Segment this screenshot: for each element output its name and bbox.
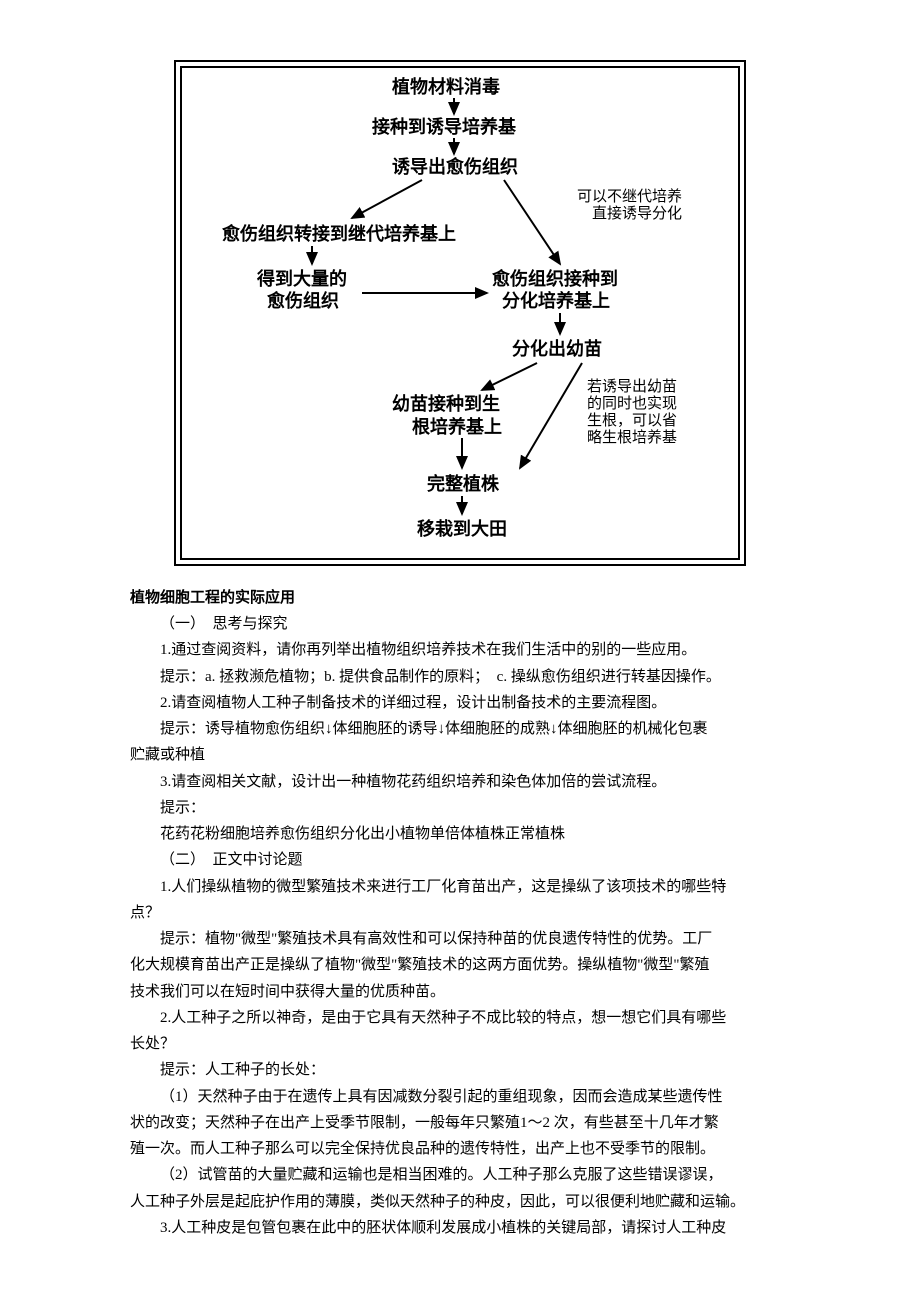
para-12c: 殖一次。而人工种子那么可以完全保持优良品种的遗传特性，出产上也不受季节的限制。 (130, 1136, 790, 1162)
para-10: 2.人工种子之所以神奇，是由于它具有天然种子不成比较的特点，想一想它们具有哪些 (130, 1005, 790, 1031)
para-7: 花药花粉细胞培养愈伤组织分化出小植物单倍体植株正常植株 (130, 821, 790, 847)
para-8: 1.人们操纵植物的微型繁殖技术来进行工厂化育苗出产，这是操纵了该项技术的哪些特 (130, 874, 790, 900)
para-13: （2）试管苗的大量贮藏和运输也是相当困难的。人工种子那么克服了这些错误谬误， (130, 1162, 790, 1188)
para-4: 提示：诱导植物愈伤组织↓体细胞胚的诱导↓体细胞胚的成熟↓体细胞胚的机械化包裹 (130, 716, 790, 742)
node-inoculate: 接种到诱导培养基 (372, 116, 516, 139)
para-11: 提示：人工种子的长处： (130, 1057, 790, 1083)
para-9c: 技术我们可以在短时间中获得大量的优质种苗。 (130, 979, 790, 1005)
node-root-medium-b: 根培养基上 (412, 416, 502, 439)
node-callus: 诱导出愈伤组织 (392, 156, 518, 179)
node-mass-callus-b: 愈伤组织 (267, 290, 339, 313)
para-14: 3.人工种皮是包管包裹在此中的胚状体顺利发展成小植株的关键局部，请探讨人工种皮 (130, 1215, 790, 1241)
node-subculture: 愈伤组织转接到继代培养基上 (222, 223, 456, 246)
node-whole-plant: 完整植株 (427, 473, 499, 496)
heading-2: （二） 正文中讨论题 (130, 847, 790, 873)
node-sterilize: 植物材料消毒 (392, 76, 500, 99)
node-diff-medium-b: 分化培养基上 (502, 290, 610, 313)
node-field: 移栽到大田 (417, 518, 507, 541)
node-mass-callus-a: 得到大量的 (257, 268, 347, 291)
node-diff-medium-a: 愈伤组织接种到 (492, 268, 618, 291)
flowchart-container: 植物材料消毒 接种到诱导培养基 诱导出愈伤组织 愈伤组织转接到继代培养基上 得到… (174, 60, 746, 566)
heading-1: （一） 思考与探究 (130, 611, 790, 637)
note-skip-root-d: 略生根培养基 (587, 429, 677, 449)
para-13b: 人工种子外层是起庇护作用的薄膜，类似天然种子的种皮，因此，可以很便利地贮藏和运输… (130, 1189, 790, 1215)
flowchart: 植物材料消毒 接种到诱导培养基 诱导出愈伤组织 愈伤组织转接到继代培养基上 得到… (180, 66, 740, 560)
para-3: 2.请查阅植物人工种子制备技术的详细过程，设计出制备技术的主要流程图。 (130, 690, 790, 716)
para-10b: 长处？ (130, 1031, 790, 1057)
para-1: 1.通过查阅资料，请你再列举出植物组织培养技术在我们生活中的别的一些应用。 (130, 637, 790, 663)
para-12: （1）天然种子由于在遗传上具有因减数分裂引起的重组现象，因而会造成某些遗传性 (130, 1084, 790, 1110)
para-4b: 贮藏或种植 (130, 742, 790, 768)
para-6: 提示： (130, 795, 790, 821)
para-9: 提示：植物"微型"繁殖技术具有高效性和可以保持种苗的优良遗传特性的优势。工厂 (130, 926, 790, 952)
para-9b: 化大规模育苗出产正是操纵了植物"微型"繁殖技术的这两方面优势。操纵植物"微型"繁… (130, 952, 790, 978)
para-2: 提示：a. 拯救濒危植物；b. 提供食品制作的原料； c. 操纵愈伤组织进行转基… (130, 664, 790, 690)
section-title: 植物细胞工程的实际应用 (130, 586, 790, 607)
note-direct-diff-b: 直接诱导分化 (592, 205, 682, 225)
node-root-medium-a: 幼苗接种到生 (392, 393, 500, 416)
para-12b: 状的改变；天然种子在出产上受季节限制，一般每年只繁殖1～2 次，有些甚至十几年才… (130, 1110, 790, 1136)
node-seedling: 分化出幼苗 (512, 338, 602, 361)
para-5: 3.请查阅相关文献，设计出一种植物花药组织培养和染色体加倍的尝试流程。 (130, 769, 790, 795)
para-8b: 点？ (130, 900, 790, 926)
